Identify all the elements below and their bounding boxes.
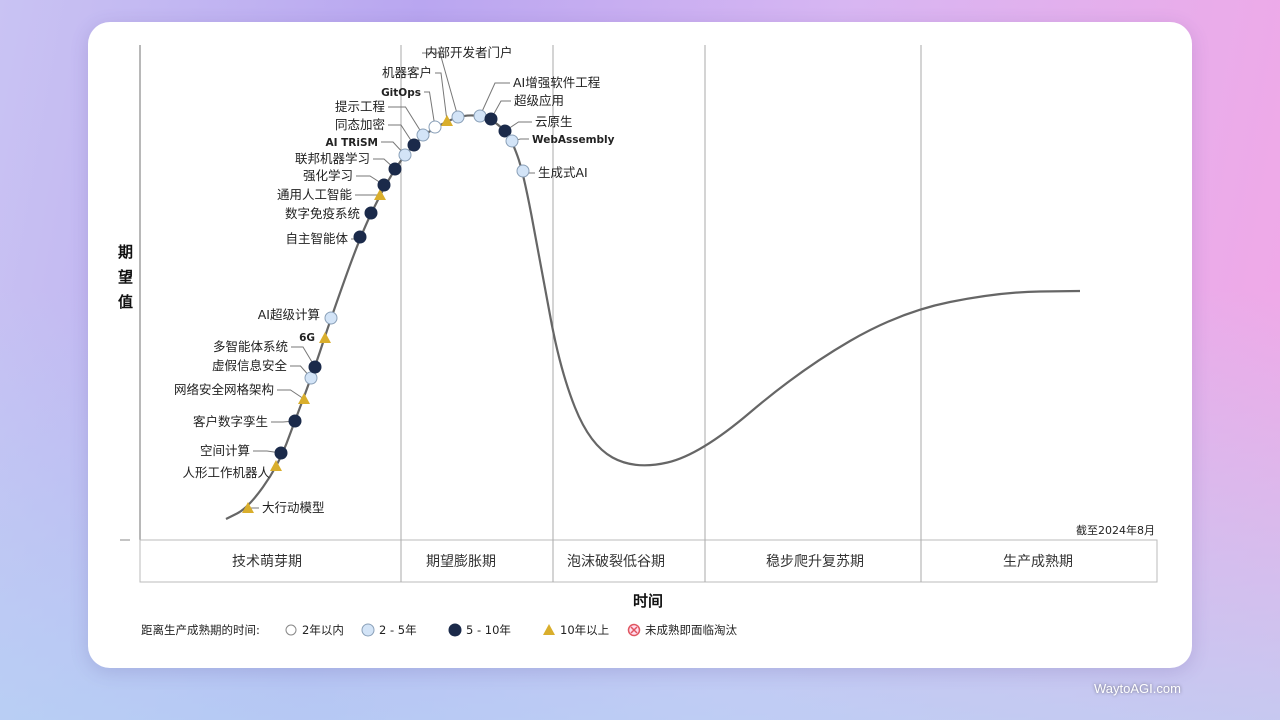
technology-label: 多智能体系统 [213, 339, 288, 354]
marker-2to5 [505, 134, 519, 148]
marker-2to5 [398, 148, 412, 162]
marker-5to10 [407, 138, 421, 152]
technology-label: 客户数字孪生 [193, 414, 268, 429]
technology-label: WebAssembly [532, 134, 615, 146]
technology-label: 自主智能体 [285, 231, 348, 246]
marker-lt2 [428, 120, 442, 134]
technology-label: AI TRiSM [325, 137, 378, 149]
marker-5to10 [364, 206, 378, 220]
x-axis-label: 时间 [633, 592, 663, 610]
technology-label: 6G [299, 332, 315, 344]
phase-label: 生产成熟期 [1003, 554, 1073, 570]
technology-label: 超级应用 [514, 93, 564, 108]
marker-2to5 [451, 110, 465, 124]
legend-marker [361, 623, 375, 637]
phase-label: 技术萌芽期 [232, 554, 302, 570]
technology-label: GitOps [381, 87, 421, 99]
phase-label: 泡沫破裂低谷期 [567, 554, 665, 570]
leader-line [422, 52, 459, 118]
legend-item: 2 - 5年 [361, 623, 417, 637]
technology-label: 虚假信息安全 [212, 358, 288, 373]
leader-line [388, 106, 424, 136]
chart-card [88, 22, 1192, 668]
marker-2to5 [324, 311, 338, 325]
marker-gt10 [270, 460, 282, 471]
technology-label: 强化学习 [303, 168, 353, 183]
phase-label: 期望膨胀期 [426, 553, 496, 570]
technology-label: 机器客户 [382, 65, 432, 80]
leader-line [490, 100, 511, 120]
technology-label: 空间计算 [200, 443, 250, 458]
marker-gt10 [374, 189, 386, 200]
marker-5to10 [274, 446, 288, 460]
legend-marker [285, 624, 297, 636]
as-of-date: 截至2024年8月 [1076, 523, 1155, 537]
marker-5to10 [353, 230, 367, 244]
leader-line [424, 91, 436, 128]
marker-gt10 [242, 502, 254, 513]
marker-5to10 [484, 112, 498, 126]
legend-marker [543, 624, 555, 635]
phase-label: 稳步爬升复苏期 [766, 553, 864, 570]
legend-marker [448, 623, 462, 637]
technology-label: 内部开发者门户 [425, 45, 513, 60]
y-axis-label: 期望值 [116, 244, 134, 319]
marker-2to5 [304, 371, 318, 385]
hype-curve [225, 114, 1081, 520]
leader-line [291, 346, 316, 368]
legend-label: 10年以上 [560, 623, 609, 637]
legend-title: 距离生产成熟期的时间: [141, 623, 260, 637]
technology-label: 提示工程 [335, 99, 386, 114]
legend-item: 10年以上 [543, 623, 609, 637]
legend-item: 未成熟即面临淘汰 [627, 623, 737, 637]
legend-label: 2年以内 [302, 623, 344, 637]
technology-label: 生成式AI [538, 165, 588, 180]
marker-gt10 [319, 332, 331, 343]
legend-label: 2 - 5年 [379, 623, 417, 637]
marker-gt10 [441, 115, 453, 126]
leader-line [479, 82, 510, 117]
marker-5to10 [288, 414, 302, 428]
phase-band [139, 539, 1158, 583]
technology-label: 大行动模型 [262, 500, 325, 515]
marker-2to5 [416, 128, 430, 142]
marker-gt10 [298, 393, 310, 404]
legend-label: 未成熟即面临淘汰 [645, 623, 737, 637]
legend-item: 5 - 10年 [448, 623, 511, 637]
technology-label: 数字免疫系统 [285, 206, 360, 221]
legend-marker [627, 623, 641, 637]
legend-item: 2年以内 [285, 623, 344, 637]
technology-label: 人形工作机器人 [182, 465, 270, 480]
marker-5to10 [388, 162, 402, 176]
leader-line [277, 389, 305, 400]
marker-5to10 [377, 178, 391, 192]
technology-label: 联邦机器学习 [295, 151, 370, 166]
technology-label: 云原生 [535, 114, 573, 129]
leader-line [435, 72, 448, 122]
marker-5to10 [308, 360, 322, 374]
technology-label: 通用人工智能 [277, 187, 353, 202]
marker-2to5 [473, 109, 487, 123]
watermark: WaytoAGI.com [1094, 681, 1181, 696]
marker-2to5 [516, 164, 530, 178]
technology-label: 同态加密 [335, 117, 385, 132]
legend-label: 5 - 10年 [466, 623, 511, 637]
technology-label: AI增强软件工程 [513, 75, 601, 90]
technology-label: 网络安全网格架构 [174, 382, 274, 397]
marker-5to10 [498, 124, 512, 138]
leader-line [388, 124, 415, 146]
technology-label: AI超级计算 [258, 307, 320, 322]
